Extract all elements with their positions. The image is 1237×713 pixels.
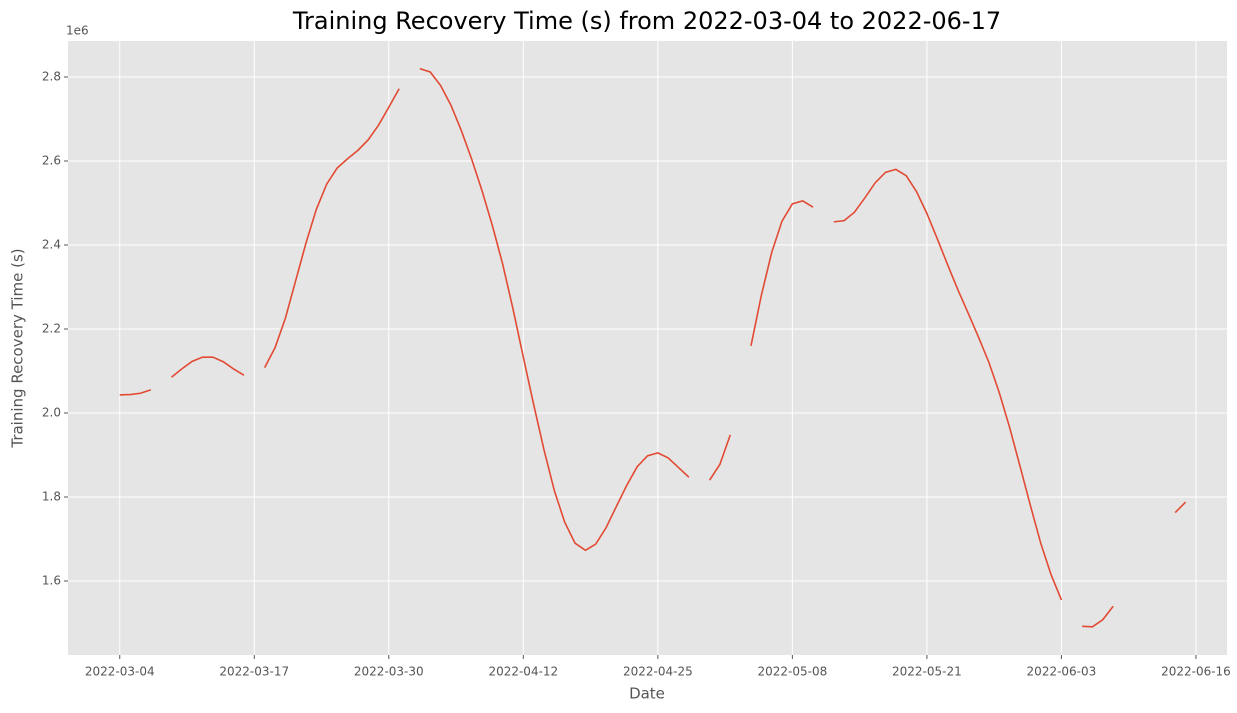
- x-tick-label: 2022-03-17: [219, 665, 289, 679]
- y-tick-label: 2.8: [42, 69, 61, 83]
- y-tick-label: 2.6: [42, 153, 61, 167]
- y-tick-label: 1.8: [42, 489, 61, 503]
- y-axis-label: Training Recovery Time (s): [9, 248, 27, 448]
- x-tick-label: 2022-03-30: [354, 665, 424, 679]
- x-tick-label: 2022-04-12: [488, 665, 558, 679]
- y-tick-label: 2.2: [42, 321, 61, 335]
- chart-title: Training Recovery Time (s) from 2022-03-…: [292, 7, 1001, 35]
- y-tick-label: 1.6: [42, 573, 61, 587]
- marks: [119, 67, 1187, 628]
- y-offset-label: 1e6: [66, 24, 89, 38]
- x-tick-label: 2022-06-16: [1161, 665, 1231, 679]
- grid: [68, 41, 1227, 655]
- y-tick-label: 2.4: [42, 237, 61, 251]
- plot-area: [68, 41, 1227, 655]
- x-tick-label: 2022-05-08: [758, 665, 828, 679]
- x-tick-label: 2022-04-25: [623, 665, 693, 679]
- x-tick-label: 2022-06-03: [1027, 665, 1097, 679]
- x-axis-label: Date: [629, 685, 665, 703]
- x-tick-label: 2022-03-04: [85, 665, 155, 679]
- line: [119, 67, 1187, 628]
- x-tick-label: 2022-05-21: [892, 665, 962, 679]
- y-tick-label: 2.0: [42, 405, 61, 419]
